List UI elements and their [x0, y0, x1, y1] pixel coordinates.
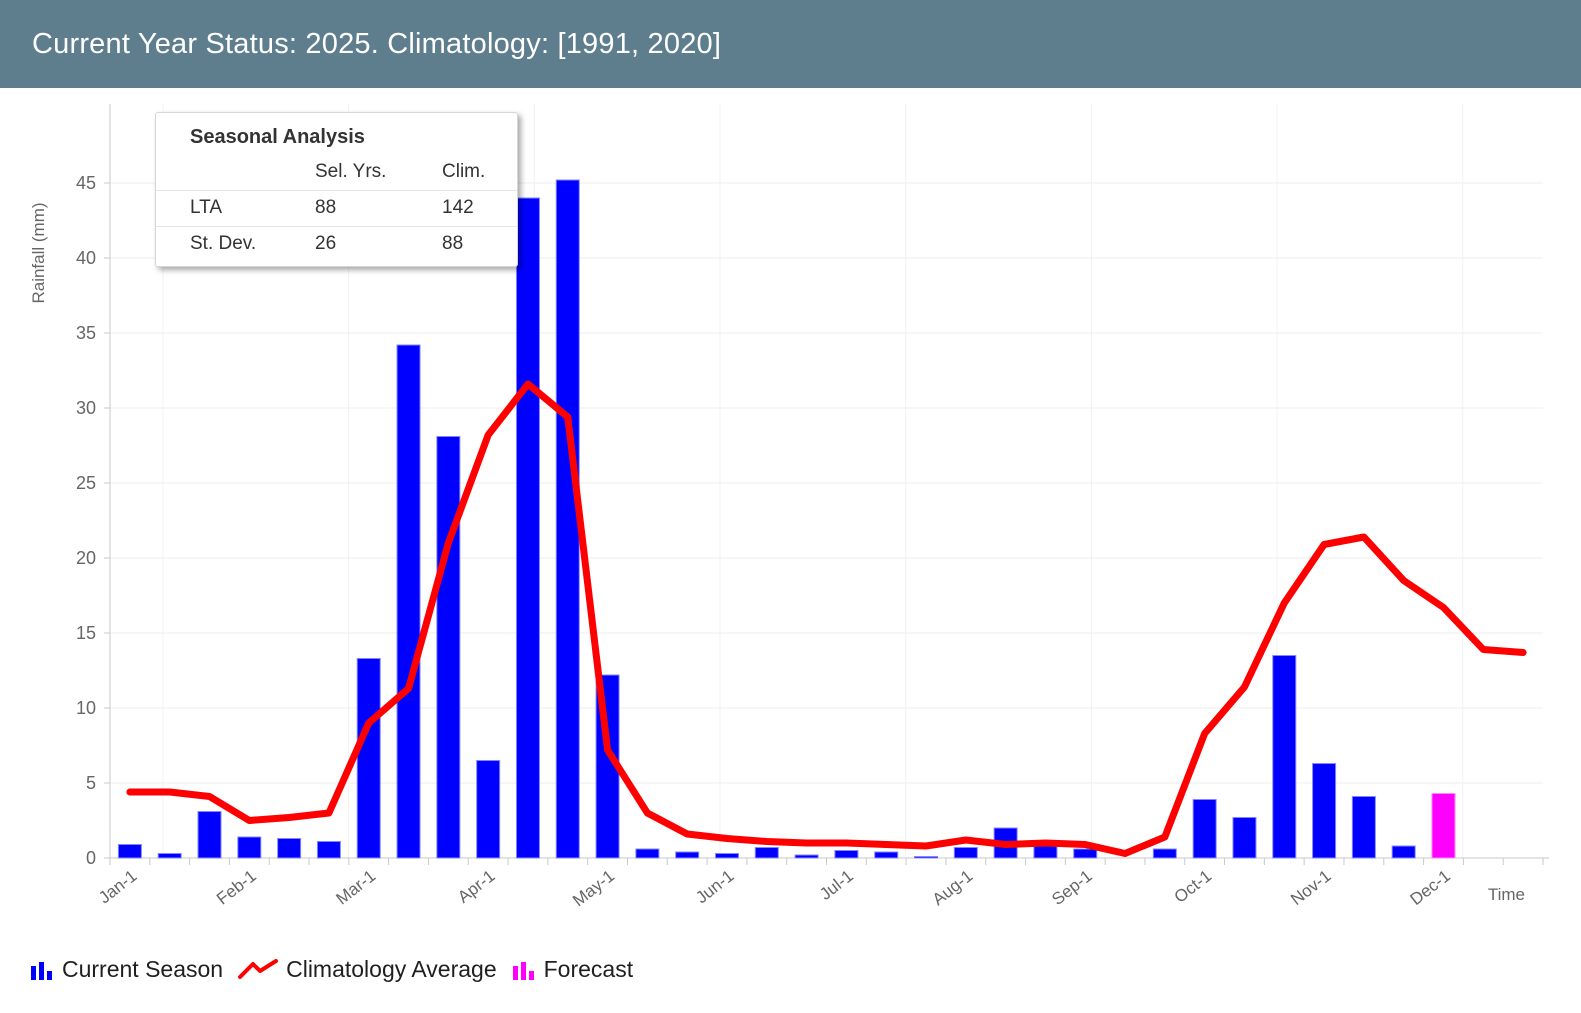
- bar-Oct-21[interactable]: [1272, 655, 1297, 859]
- legend-item-current-season[interactable]: Current Season: [30, 956, 223, 983]
- bar-Jul-1[interactable]: [834, 850, 859, 859]
- bar-Mar-21[interactable]: [436, 436, 461, 859]
- y-tick-label: 45: [76, 173, 96, 193]
- tooltip-title: Seasonal Analysis: [190, 126, 365, 148]
- x-axis-title: Time: [1488, 885, 1525, 904]
- y-tick-label: 10: [76, 698, 96, 718]
- y-tick-label: 30: [76, 398, 96, 418]
- tooltip-table: Sel. Yrs. Clim. LTA 88 142 St. Dev. 26 8…: [156, 155, 517, 262]
- plot-area: 0 5 10 15 20 25 30 35 40 45 Jan-1 Feb-1 Mar-1 Apr-1 Ma…: [29, 104, 1549, 910]
- tooltip-col-blank: [156, 155, 315, 191]
- bar-May-21[interactable]: [675, 851, 700, 859]
- bar-Apr-11[interactable]: [515, 197, 540, 859]
- bar-Jul-11[interactable]: [874, 851, 899, 859]
- tooltip-lta-label: LTA: [156, 190, 315, 227]
- y-tick-label: 20: [76, 548, 96, 568]
- current-season-bars-icon: [31, 961, 52, 980]
- x-tick-label: Mar-1: [333, 866, 380, 908]
- tooltip-lta-clim: 142: [442, 190, 517, 227]
- bar-Oct-1[interactable]: [1192, 799, 1217, 859]
- x-tick-label: Jun-1: [692, 866, 737, 907]
- bar-Mar-1[interactable]: [356, 658, 381, 859]
- y-tick-label: 5: [86, 773, 96, 793]
- bar-Jun-21[interactable]: [794, 854, 819, 859]
- bar-Oct-11[interactable]: [1232, 817, 1257, 859]
- tooltip-stdev-clim: 88: [442, 226, 517, 262]
- legend-item-climatology[interactable]: Climatology Average: [238, 956, 497, 983]
- tooltip-row-lta: LTA 88 142: [156, 190, 517, 227]
- bar-Apr-21[interactable]: [555, 179, 580, 859]
- rainfall-chart: 0 5 10 15 20 25 30 35 40 45 Jan-1 Feb-1 Mar-1 Apr-1 Ma…: [0, 88, 1581, 1013]
- x-tick-label: Dec-1: [1407, 866, 1454, 909]
- bar-Mar-11[interactable]: [396, 344, 421, 859]
- bar-Nov-1[interactable]: [1312, 763, 1337, 859]
- bar-Nov-21[interactable]: [1391, 845, 1416, 859]
- bar-Jun-11[interactable]: [754, 847, 779, 859]
- seasonal-analysis-tooltip: Seasonal Analysis Sel. Yrs. Clim. LTA 88…: [155, 112, 518, 267]
- y-tick-label: 35: [76, 323, 96, 343]
- bar-Sep-1[interactable]: [1073, 848, 1098, 859]
- y-tick-label: 25: [76, 473, 96, 493]
- bar-Feb-11[interactable]: [277, 838, 302, 859]
- page-title: Current Year Status: 2025. Climatology: …: [32, 27, 722, 60]
- chart-legend: Current Season Climatology Average Forec…: [30, 956, 633, 983]
- x-tick-label: Apr-1: [454, 866, 498, 907]
- x-tick-label: May-1: [569, 866, 618, 910]
- header-bar: Current Year Status: 2025. Climatology: …: [0, 0, 1581, 88]
- tooltip-stdev-selyrs: 26: [315, 226, 442, 262]
- y-tick-label: 40: [76, 248, 96, 268]
- bar-Aug-1[interactable]: [953, 847, 978, 859]
- bar-Jan-1[interactable]: [117, 844, 142, 859]
- bar-Nov-11[interactable]: [1351, 796, 1376, 859]
- climatology-line[interactable]: [126, 380, 1527, 857]
- legend-label-climatology: Climatology Average: [286, 956, 497, 982]
- bar-Jul-21[interactable]: [914, 856, 939, 859]
- x-tick-label: Feb-1: [213, 866, 260, 908]
- tooltip-col-clim: Clim.: [442, 161, 486, 182]
- climatology-line-icon: [238, 958, 279, 979]
- x-tick-label: Jul-1: [816, 866, 857, 904]
- y-tick-label: 0: [86, 848, 96, 868]
- bar-Jun-1[interactable]: [714, 853, 739, 859]
- bar-Jan-11[interactable]: [157, 853, 182, 859]
- x-tick-label: Aug-1: [929, 866, 976, 909]
- y-axis-title: Rainfall (mm): [29, 202, 48, 303]
- tooltip-stdev-label: St. Dev.: [156, 226, 315, 262]
- x-tick-label: Sep-1: [1048, 866, 1095, 909]
- tooltip-col-selyrs: Sel. Yrs.: [315, 161, 387, 182]
- bar-May-11[interactable]: [635, 848, 660, 859]
- y-tick-label: 15: [76, 623, 96, 643]
- tooltip-lta-selyrs: 88: [315, 190, 442, 227]
- bar-Apr-1[interactable]: [476, 760, 501, 859]
- bar-Feb-1[interactable]: [237, 836, 262, 859]
- bar-Sep-21[interactable]: [1152, 848, 1177, 859]
- x-tick-label: Jan-1: [95, 866, 140, 907]
- forecast-bar-Dec-1[interactable]: [1431, 793, 1456, 859]
- legend-label-current-season: Current Season: [62, 956, 224, 982]
- x-tick-label: Oct-1: [1171, 866, 1215, 907]
- x-tick-label: Nov-1: [1287, 866, 1334, 909]
- forecast-bars-icon: [512, 961, 534, 980]
- tooltip-row-stdev: St. Dev. 26 88: [156, 226, 517, 262]
- legend-item-forecast[interactable]: Forecast: [512, 956, 633, 983]
- bar-Feb-21[interactable]: [316, 841, 341, 859]
- bar-Jan-21[interactable]: [197, 811, 222, 859]
- legend-label-forecast: Forecast: [543, 956, 634, 982]
